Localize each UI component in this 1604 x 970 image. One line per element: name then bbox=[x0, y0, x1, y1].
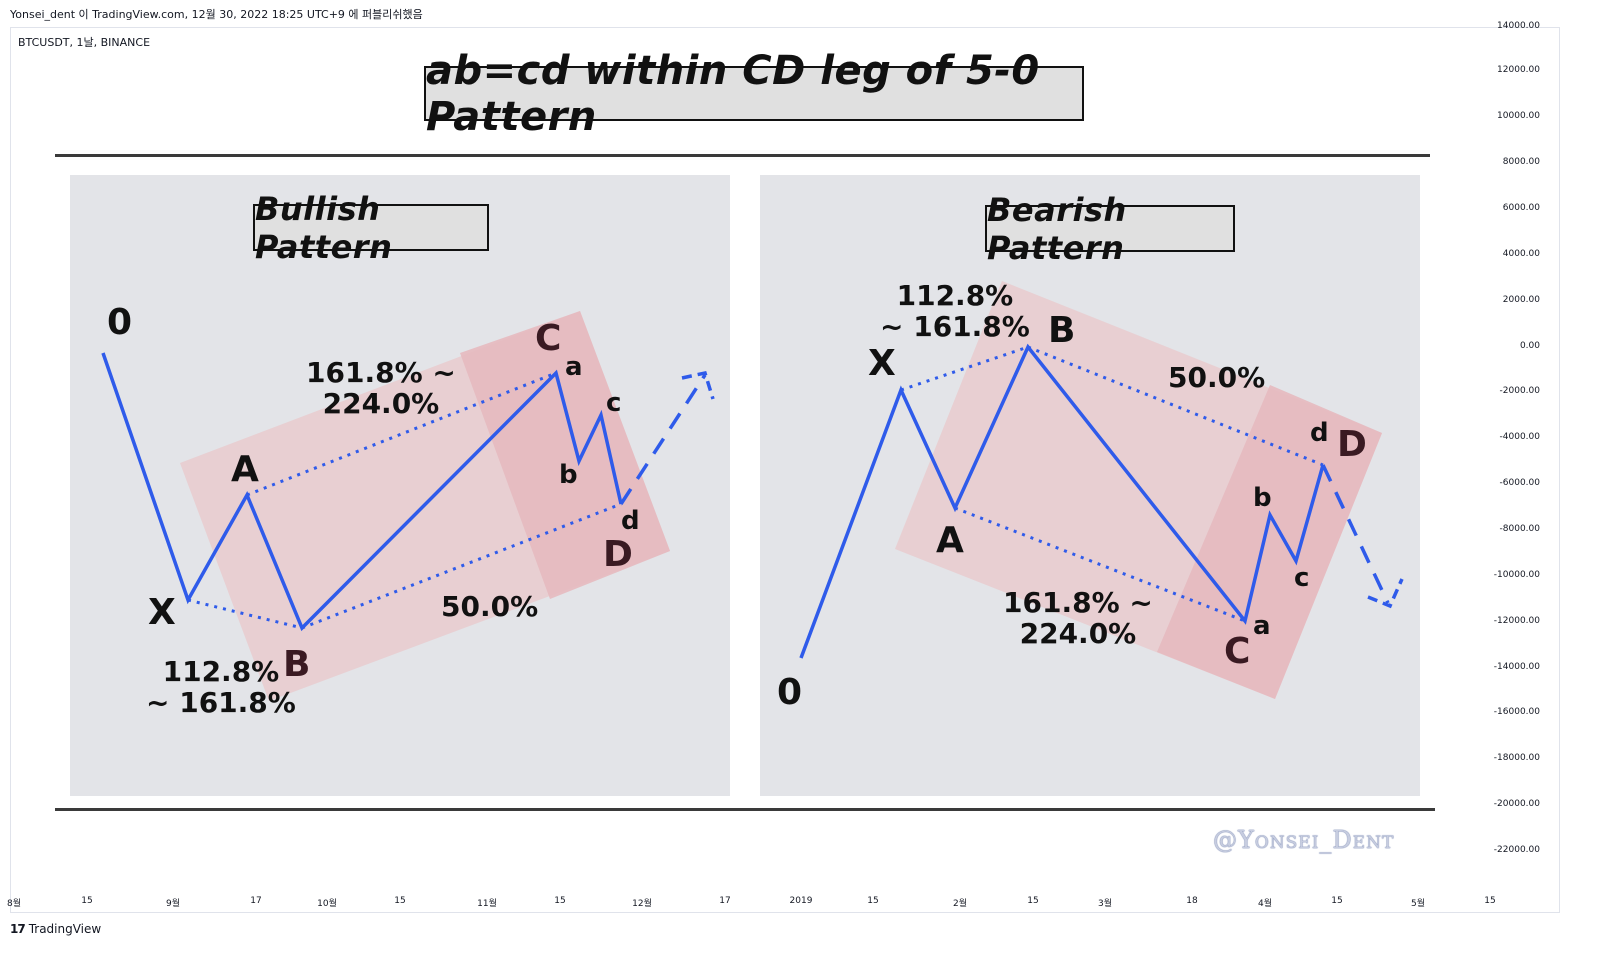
time-axis-label: 10월 bbox=[317, 899, 337, 909]
time-axis-label: 15 bbox=[1484, 896, 1496, 906]
price-axis-label: -20000.00 bbox=[1493, 799, 1540, 809]
chart-frame bbox=[10, 27, 1560, 913]
price-axis-label: -8000.00 bbox=[1499, 524, 1540, 534]
bearish-ratio-xb: 112.8% ~ 161.8% bbox=[880, 279, 1030, 343]
time-axis-label: 9월 bbox=[165, 899, 180, 909]
time-axis-label: 17 bbox=[719, 896, 731, 906]
bullish-pattern-line bbox=[101, 352, 623, 632]
price-axis-label: 10000.00 bbox=[1497, 111, 1540, 121]
bullish-ratio-ac: 161.8% ~224.0% bbox=[306, 356, 456, 420]
bullish-point-0: 0 bbox=[107, 302, 133, 343]
time-axis-label: 2019 bbox=[789, 896, 813, 906]
bullish-point-x: X bbox=[148, 592, 176, 633]
bullish-diagram bbox=[101, 311, 715, 701]
bearish-point-x: X bbox=[868, 343, 896, 384]
time-axis-label: 15 bbox=[1027, 896, 1039, 906]
time-axis-label: 15 bbox=[81, 896, 93, 906]
time-axis-label: 17 bbox=[250, 896, 262, 906]
bearish-point-c: C bbox=[1224, 631, 1251, 672]
bullish-ac-dotted bbox=[246, 371, 557, 497]
time-axis-label: 4월 bbox=[1257, 899, 1272, 909]
price-axis-label: -10000.00 bbox=[1493, 570, 1540, 580]
bearish-heading: Bearish Pattern bbox=[985, 191, 1235, 267]
main-title: ab=cd within CD leg of 5-0 Pattern bbox=[424, 48, 1084, 140]
bullish-sub-b: b bbox=[559, 460, 578, 490]
bearish-point-d: D bbox=[1337, 424, 1367, 465]
bearish-point-0: 0 bbox=[777, 672, 803, 713]
bullish-projection bbox=[619, 374, 707, 505]
bearish-cd-zone bbox=[1157, 385, 1382, 699]
time-axis-label: 15 bbox=[867, 896, 879, 906]
bearish-point-b: B bbox=[1048, 310, 1076, 351]
bearish-sub-c: c bbox=[1294, 563, 1310, 593]
bearish-sub-a: a bbox=[1253, 611, 1271, 641]
time-axis-label: 5월 bbox=[1410, 899, 1425, 909]
price-axis-label: -18000.00 bbox=[1493, 753, 1540, 763]
bottom-divider bbox=[55, 808, 1435, 811]
top-divider bbox=[55, 154, 1430, 157]
price-axis-label: 6000.00 bbox=[1502, 203, 1540, 213]
bearish-sub-b: b bbox=[1253, 483, 1272, 513]
time-axis-label: 11월 bbox=[477, 899, 497, 909]
price-axis-label: -6000.00 bbox=[1499, 478, 1540, 488]
bullish-ratio-xb: 112.8% ~ 161.8% bbox=[146, 655, 296, 719]
bullish-point-c: C bbox=[535, 318, 562, 359]
price-axis-label: 4000.00 bbox=[1502, 249, 1540, 259]
bullish-xb-dotted bbox=[187, 598, 303, 630]
price-axis-label: 2000.00 bbox=[1502, 295, 1540, 305]
price-axis-label: -16000.00 bbox=[1493, 707, 1540, 717]
time-axis-label: 12월 bbox=[632, 899, 652, 909]
bearish-arrow-head bbox=[1367, 578, 1404, 609]
bullish-point-b: B bbox=[283, 644, 311, 685]
bearish-sub-d: d bbox=[1310, 418, 1329, 448]
time-axis-label: 18 bbox=[1186, 896, 1198, 906]
bearish-projection bbox=[1321, 464, 1390, 604]
bearish-ratio-bd: 50.0% bbox=[1168, 361, 1266, 394]
price-axis-label: 8000.00 bbox=[1502, 157, 1540, 167]
time-axis-label: 15 bbox=[394, 896, 406, 906]
bearish-diagram bbox=[799, 281, 1404, 699]
price-axis-label: -2000.00 bbox=[1499, 386, 1540, 396]
tradingview-footer[interactable]: 17 TradingView bbox=[10, 922, 101, 936]
price-axis-label: 14000.00 bbox=[1497, 21, 1540, 31]
time-axis-label: 8월 bbox=[6, 899, 21, 909]
bullish-bd-dotted bbox=[301, 502, 622, 630]
bullish-ratio-bd: 50.0% bbox=[441, 590, 539, 623]
bullish-cd-zone bbox=[460, 311, 670, 599]
bullish-point-a: A bbox=[231, 449, 259, 490]
time-axis-label: 2월 bbox=[952, 899, 967, 909]
price-axis-label: -4000.00 bbox=[1499, 432, 1540, 442]
bearish-ratio-ac: 161.8% ~224.0% bbox=[1003, 586, 1153, 650]
time-axis-label: 3월 bbox=[1097, 899, 1112, 909]
price-axis-label: 12000.00 bbox=[1497, 65, 1540, 75]
time-axis-label: 15 bbox=[554, 896, 566, 906]
tradingview-brand: TradingView bbox=[28, 922, 102, 936]
publish-info: Yonsei_dent 이 TradingView.com, 12월 30, 2… bbox=[10, 8, 423, 21]
price-axis-label: 0.00 bbox=[1519, 341, 1540, 351]
time-axis-label: 15 bbox=[1331, 896, 1343, 906]
price-axis-label: -14000.00 bbox=[1493, 662, 1540, 672]
bullish-heading: Bullish Pattern bbox=[253, 190, 489, 266]
bearish-pattern-line bbox=[799, 343, 1325, 659]
author-watermark: @Yonsei_Dent bbox=[1213, 826, 1395, 854]
bullish-arrow-head bbox=[681, 370, 715, 400]
bearish-ac-dotted bbox=[954, 506, 1246, 623]
chart-symbol[interactable]: BTCUSDT, 1날, BINANCE bbox=[18, 36, 151, 49]
bullish-point-d: D bbox=[603, 534, 633, 575]
price-axis-label: -22000.00 bbox=[1493, 845, 1540, 855]
bullish-sub-c: c bbox=[606, 388, 622, 418]
bearish-point-a: A bbox=[936, 520, 964, 561]
tradingview-logo-icon: 17 bbox=[10, 922, 26, 936]
price-axis-label: -12000.00 bbox=[1493, 616, 1540, 626]
bullish-sub-d: d bbox=[621, 506, 640, 536]
bullish-sub-a: a bbox=[565, 352, 583, 382]
